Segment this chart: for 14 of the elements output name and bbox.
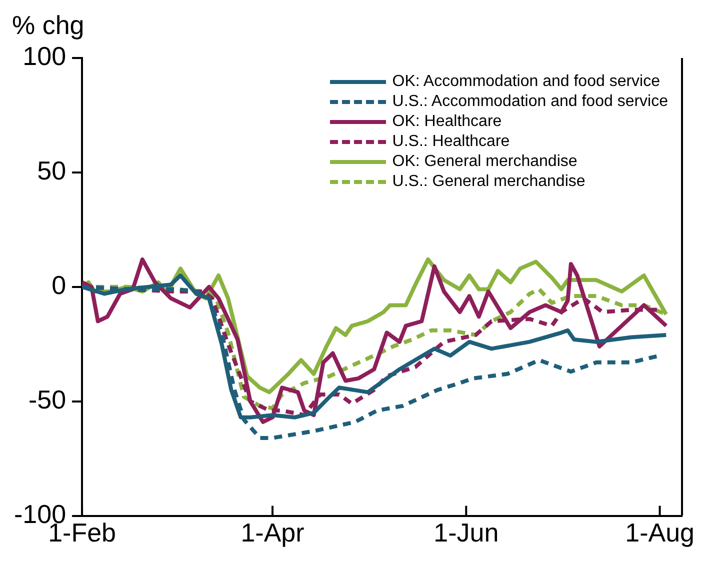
y-tick-label: 50 [37,156,66,186]
legend-label: U.S.: General merchandise [392,172,586,192]
y-axis-title: % chg [12,10,84,40]
y-tick-label: -50 [28,384,66,415]
legend-label: OK: Accommodation and food service [392,72,660,92]
x-tick-label: 1-Jun [434,518,499,548]
legend-label: OK: General merchandise [392,152,578,172]
legend-label: U.S.: Healthcare [392,132,510,152]
x-tick-label: 1-Apr [240,518,305,548]
y-tick-label: 0 [52,270,66,300]
legend-label: U.S.: Accommodation and food service [392,92,668,112]
x-tick-label: 1-Aug [625,518,694,548]
y-tick-label: 100 [22,41,66,72]
legend-label: OK: Healthcare [392,112,502,132]
